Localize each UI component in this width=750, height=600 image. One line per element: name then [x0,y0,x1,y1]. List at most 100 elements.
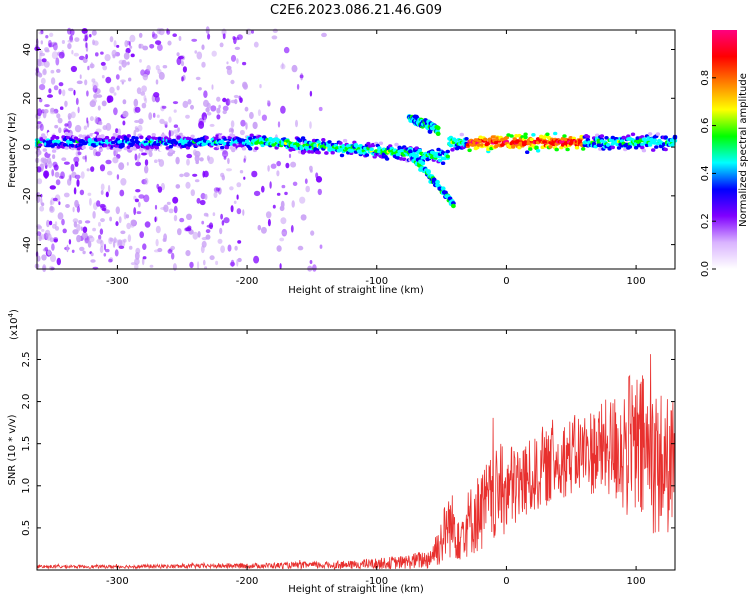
heatmap-noise-cell [207,33,211,40]
heatmap-noise-cell [229,186,234,191]
heatmap-noise-cell [109,86,115,94]
heatmap-carrier-cell [437,158,443,163]
heatmap-noise-cell [51,41,58,46]
heatmap-noise-cell [138,118,144,125]
heatmap-noise-cell [149,264,154,268]
heatmap-carrier-cell [517,145,522,150]
heatmap-noise-cell [157,247,163,253]
heatmap-noise-cell [186,213,192,220]
heatmap-noise-cell [299,196,306,204]
heatmap-noise-cell [56,68,61,73]
heatmap-noise-cell [237,257,242,263]
heatmap-noise-cell [86,117,89,124]
heatmap-carrier-cell [55,136,60,140]
heatmap-noise-cell [240,119,246,127]
heatmap-noise-cell [70,163,75,172]
heatmap-noise-cell [76,234,82,243]
heatmap-noise-cell [229,261,236,267]
heatmap-noise-cell [55,57,60,66]
heatmap-carrier-cell [655,148,661,153]
heatmap-noise-cell [100,240,104,248]
heatmap-noise-cell [86,90,89,97]
heatmap-noise-cell [115,128,119,134]
heatmap-noise-cell [144,97,148,104]
heatmap-noise-cell [72,229,79,235]
heatmap-carrier-cell [559,140,564,144]
heatmap-noise-cell [90,252,94,257]
heatmap-noise-cell [222,110,227,115]
heatmap-noise-cell [152,112,156,118]
heatmap-carrier-cell [311,138,317,143]
heatmap-noise-cell [67,113,72,120]
heatmap-carrier-cell [545,132,550,137]
heatmap-noise-cell [89,34,92,38]
heatmap-carrier-cell [651,148,656,152]
heatmap-noise-cell [243,176,246,180]
heatmap-noise-cell [42,266,46,271]
heatmap-carrier-cell [599,134,605,138]
heatmap-noise-cell [134,106,141,113]
heatmap-noise-cell [105,248,110,253]
heatmap-noise-cell [252,121,258,130]
heatmap-noise-cell [78,220,83,224]
heatmap-noise-cell [222,150,229,158]
heatmap-noise-cell [146,65,151,72]
heatmap-noise-cell [309,169,313,173]
heatmap-noise-cell [279,205,285,212]
heatmap-noise-cell [207,156,214,165]
heatmap-noise-cell [158,71,165,80]
heatmap-noise-cell [99,164,106,172]
heatmap-noise-cell [144,165,149,174]
heatmap-noise-cell [141,152,147,156]
heatmap-noise-cell [201,237,208,241]
heatmap-branch-cell [411,153,417,158]
heatmap-noise-cell [167,151,174,157]
heatmap-noise-cell [239,129,245,136]
heatmap-noise-cell [62,89,66,97]
heatmap-branch-cell [435,131,441,136]
heatmap-noise-cell [101,100,107,107]
heatmap-noise-cell [136,155,140,163]
heatmap-noise-cell [269,181,272,189]
heatmap-noise-cell [197,231,201,238]
heatmap-noise-cell [137,201,141,208]
heatmap-noise-cell [211,50,217,57]
heatmap-noise-cell [198,117,205,126]
heatmap-carrier-cell [440,161,446,165]
heatmap-noise-cell [39,52,42,61]
heatmap-noise-cell [130,219,137,226]
heatmap-carrier-cell [528,147,533,151]
heatmap-noise-cell [178,36,182,41]
heatmap-noise-cell [44,104,50,108]
heatmap-noise-cell [157,43,163,52]
svg-text:(x104): (x104) [7,309,20,340]
heatmap-noise-cell [133,207,137,216]
heatmap-carrier-cell [139,135,144,139]
heatmap-noise-cell [267,165,270,172]
heatmap-noise-cell [232,36,236,40]
heatmap-noise-cell [219,42,224,48]
heatmap-carrier-cell [641,148,647,153]
heatmap-noise-cell [317,188,322,196]
heatmap-noise-cell [75,97,79,105]
snr-y-tick-label: 2.0 [21,394,32,410]
heatmap-noise-cell [95,151,101,157]
snr-y-ticks: 0.5 1.0 1.5 2.0 2.5 [21,352,675,536]
colorbar-tick-label: 0.0 [700,261,711,277]
heatmap-noise-cell [222,97,227,103]
heatmap-carrier-cell [338,141,343,145]
heatmap-noise-cell [39,123,44,131]
heatmap-noise-cell [108,237,113,245]
heatmap-noise-cell [190,104,194,110]
heatmap-noise-cell [242,83,248,90]
heatmap-noise-cell [154,216,157,223]
heatmap-carrier-cell [70,146,76,151]
heatmap-noise-cell [172,263,177,271]
heatmap-noise-cell [186,158,190,166]
heatmap-noise-cell [134,198,139,203]
heatmap-noise-cell [243,158,246,163]
heatmap-noise-cell [82,226,88,233]
heatmap-carrier-cell [330,150,335,155]
heatmap-noise-cell [108,258,113,263]
